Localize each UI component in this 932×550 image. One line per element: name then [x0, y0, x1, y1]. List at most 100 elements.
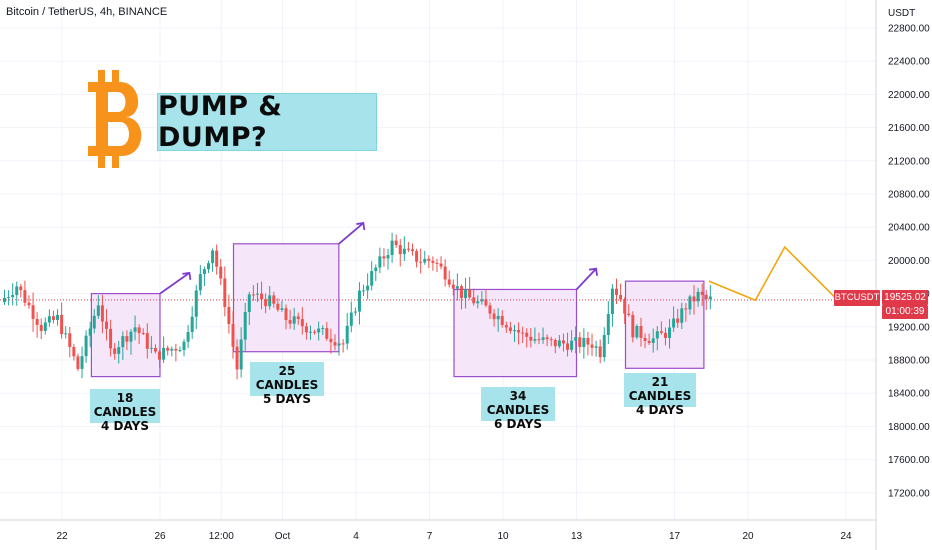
candle-body [219, 266, 223, 279]
annotation-days: 5 DAYS [263, 392, 311, 406]
candle-body [11, 295, 15, 297]
candle-body [455, 286, 459, 289]
breakout-arrowhead [356, 222, 366, 231]
candle-body [557, 340, 561, 347]
annotation-candles: 18 CANDLES [93, 391, 157, 419]
candle-body [488, 305, 492, 314]
candle-body [582, 338, 586, 348]
candle-body [280, 308, 284, 310]
y-tick-label: 17600.00 [888, 455, 930, 466]
candle-body [321, 328, 325, 330]
breakout-arrow [338, 222, 364, 245]
candle-body [566, 343, 570, 350]
candle-body [529, 336, 533, 341]
candle-body [423, 258, 427, 263]
candle-body [676, 318, 680, 323]
candle-body [451, 284, 455, 289]
candle-body [35, 318, 39, 325]
candle-body [182, 341, 186, 351]
annotation-callout: 34 CANDLES 6 DAYS [481, 387, 555, 431]
symbol-title[interactable]: Bitcoin / TetherUS, 4h, BINANCE [6, 6, 168, 18]
candle-body [370, 271, 374, 286]
currency-label: USDT [888, 8, 916, 19]
y-tick-label: 17200.00 [888, 488, 930, 499]
symbol-price-tag: BTCUSDT [834, 290, 880, 306]
candle-body [708, 296, 712, 300]
breakout-arrow [159, 272, 190, 295]
candle-body [668, 327, 672, 338]
candle-body [353, 311, 357, 313]
candle-body [178, 350, 182, 352]
candle-body [27, 302, 31, 306]
candle-body [92, 315, 96, 329]
last-price-tag: 19525.02 [882, 290, 928, 305]
candle-body [96, 305, 100, 316]
candle-body [288, 319, 292, 324]
candle-body [480, 299, 484, 302]
candle-body [31, 305, 35, 319]
candle-body [39, 324, 43, 331]
candle-body [504, 324, 508, 328]
candle-body [255, 293, 259, 295]
candle-body [84, 335, 88, 357]
y-tick-label: 20000.00 [888, 256, 930, 267]
candle-body [468, 289, 472, 298]
candle-body [313, 331, 317, 333]
candle-body [80, 356, 84, 369]
candle-body [357, 290, 361, 312]
breakout-arrowhead [182, 271, 192, 280]
candle-body [341, 343, 345, 345]
candle-body [639, 325, 643, 338]
candle-body [207, 263, 210, 270]
candle-body [276, 303, 280, 310]
candle-body [500, 315, 504, 325]
candle-body [390, 240, 394, 256]
candle-body [525, 332, 529, 337]
candle-body [484, 299, 488, 306]
annotation-callout: 18 CANDLES 4 DAYS [90, 389, 160, 433]
x-tick-label: 24 [840, 531, 852, 542]
candle-body [521, 332, 525, 334]
candle-body [513, 330, 516, 332]
candle-body [15, 286, 19, 296]
candle-body [284, 308, 288, 320]
candle-body [186, 331, 190, 342]
candle-body [43, 322, 47, 331]
candle-body [415, 251, 419, 262]
y-tick-label: 22400.00 [888, 57, 930, 68]
candle-body [304, 326, 308, 333]
candle-body [231, 324, 235, 347]
breakout-arrow [575, 268, 597, 291]
y-tick-label: 22000.00 [888, 90, 930, 101]
candle-body [56, 314, 60, 320]
breakout-arrowhead [588, 267, 598, 276]
candle-body [366, 285, 370, 291]
candle-body [251, 294, 255, 296]
y-tick-label: 20400.00 [888, 223, 930, 234]
candle-body [419, 261, 423, 263]
candle-body [100, 305, 104, 322]
candle-body [158, 351, 162, 360]
annotation-days: 4 DAYS [101, 419, 149, 433]
candle-body [464, 289, 468, 299]
candle-body [602, 335, 606, 358]
x-tick-label: 12:00 [209, 531, 234, 542]
candle-body [594, 346, 598, 348]
candle-body [125, 336, 129, 342]
candle-body [166, 347, 170, 351]
annotation-candles: 25 CANDLES [255, 364, 319, 392]
range-box [453, 288, 578, 378]
candle-body [309, 331, 312, 333]
candle-body [223, 278, 227, 307]
candle-body [700, 291, 704, 295]
candle-body [586, 338, 590, 345]
candle-body [398, 245, 402, 255]
candle-body [247, 294, 251, 312]
candle-body [149, 347, 153, 349]
candle-body [411, 249, 414, 252]
candle-body [561, 340, 565, 344]
candle-body [680, 308, 684, 323]
candle-body [459, 286, 463, 299]
